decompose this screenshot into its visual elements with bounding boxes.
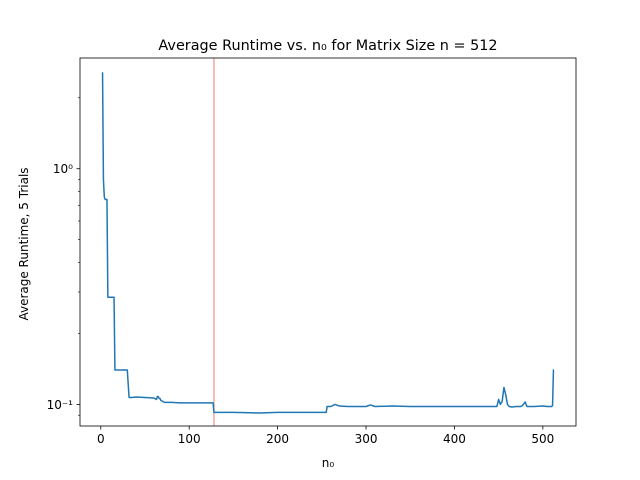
- plot-area: 0 100 200 300 400 500 10⁻¹ 10⁰: [47, 57, 577, 446]
- x-axis-label: n₀: [322, 456, 335, 470]
- x-tick-label-500: 500: [531, 432, 554, 446]
- plot-frame: [79, 57, 577, 427]
- y-tick-label-1: 10⁰: [53, 162, 73, 176]
- x-tick-label-200: 200: [266, 432, 289, 446]
- chart-title: Average Runtime vs. n₀ for Matrix Size n…: [158, 38, 497, 54]
- x-tick-label-100: 100: [178, 432, 201, 446]
- x-tick-label-400: 400: [443, 432, 466, 446]
- x-tick-label-300: 300: [355, 432, 378, 446]
- y-tick-label-0: 10⁻¹: [47, 398, 74, 412]
- x-tick-label-0: 0: [97, 432, 105, 446]
- series-line-0: [101, 72, 555, 414]
- y-axis-label: Average Runtime, 5 Trials: [17, 167, 31, 320]
